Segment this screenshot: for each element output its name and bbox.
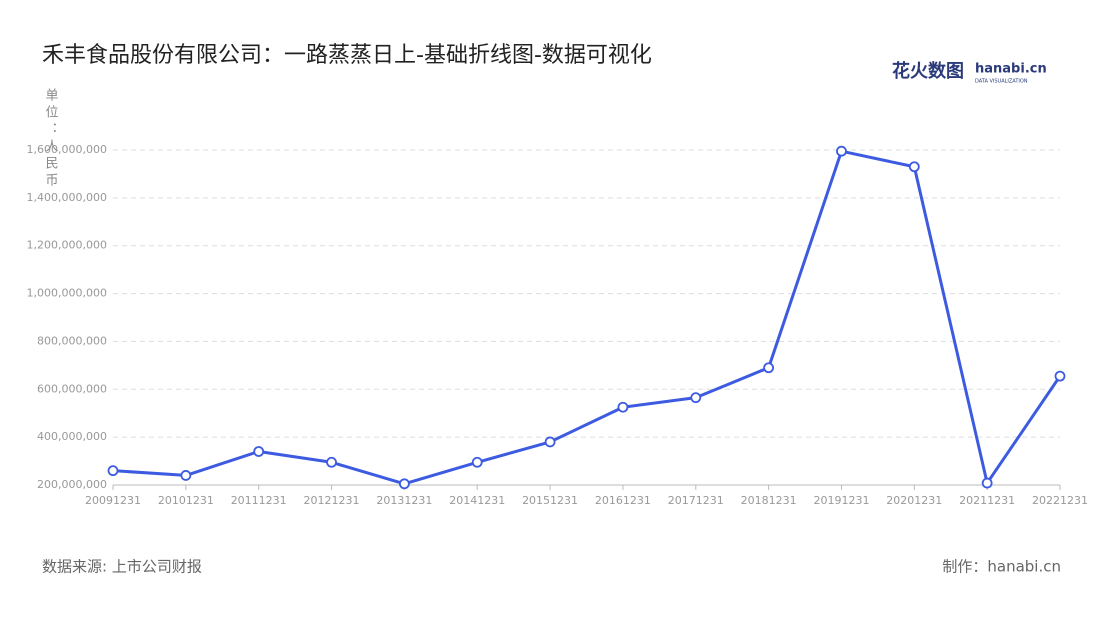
point: [253, 446, 265, 457]
logo-sub: hanabi.cn: [975, 62, 1047, 77]
x-tick-label: 20141231: [449, 494, 505, 507]
logo: 花火数图: [892, 60, 964, 82]
x-tick-label: 20121231: [304, 494, 360, 507]
point: [107, 465, 119, 477]
y-tick-label: 200,000,000: [37, 478, 107, 491]
y-axis-label: 单位：人民币: [43, 88, 59, 190]
y-tick-label: 1,400,000,000: [27, 191, 107, 204]
point: [471, 456, 483, 468]
x-tick-label: 20091231: [85, 494, 141, 507]
line: [112, 149, 1062, 486]
x-tick-label: 20131231: [376, 494, 432, 507]
point: [763, 362, 775, 374]
chart-title: 禾丰食品股份有限公司：一路蒸蒸日上-基础折线图-数据可视化: [42, 43, 652, 68]
credit: 制作：hanabi.cn: [942, 558, 1061, 576]
logo-tagline: DATA VISUALIZATION: [975, 79, 1028, 85]
point: [981, 477, 993, 489]
y-tick-label: 600,000,000: [37, 382, 107, 395]
point: [180, 470, 192, 481]
y-tick-label: 800,000,000: [37, 334, 107, 347]
point: [544, 436, 556, 448]
y-tick-label: 1,000,000,000: [27, 287, 107, 300]
point: [617, 401, 629, 413]
x-tick-label: 20151231: [522, 494, 578, 507]
source: 数据来源: 上市公司财报: [42, 558, 202, 576]
x-tick-label: 20101231: [158, 494, 214, 507]
point: [1054, 370, 1066, 382]
point: [836, 145, 847, 157]
point: [398, 478, 410, 490]
x-tick-label: 20181231: [741, 494, 797, 507]
x-tick-label: 20201231: [886, 494, 942, 507]
y-tick-label: 1,600,000,000: [27, 143, 107, 156]
y-tick-label: 1,200,000,000: [27, 239, 107, 252]
y-tick-label: 400,000,000: [37, 430, 107, 443]
point: [908, 161, 920, 173]
x-tick-label: 20111231: [231, 494, 287, 507]
x-tick-label: 20221231: [1032, 494, 1088, 507]
point: [690, 392, 702, 404]
x-tick-label: 20161231: [595, 494, 651, 507]
x-tick-label: 20191231: [813, 494, 869, 507]
x-tick-label: 20211231: [959, 494, 1015, 507]
x-tick-label: 20171231: [668, 494, 724, 507]
point: [326, 456, 337, 468]
